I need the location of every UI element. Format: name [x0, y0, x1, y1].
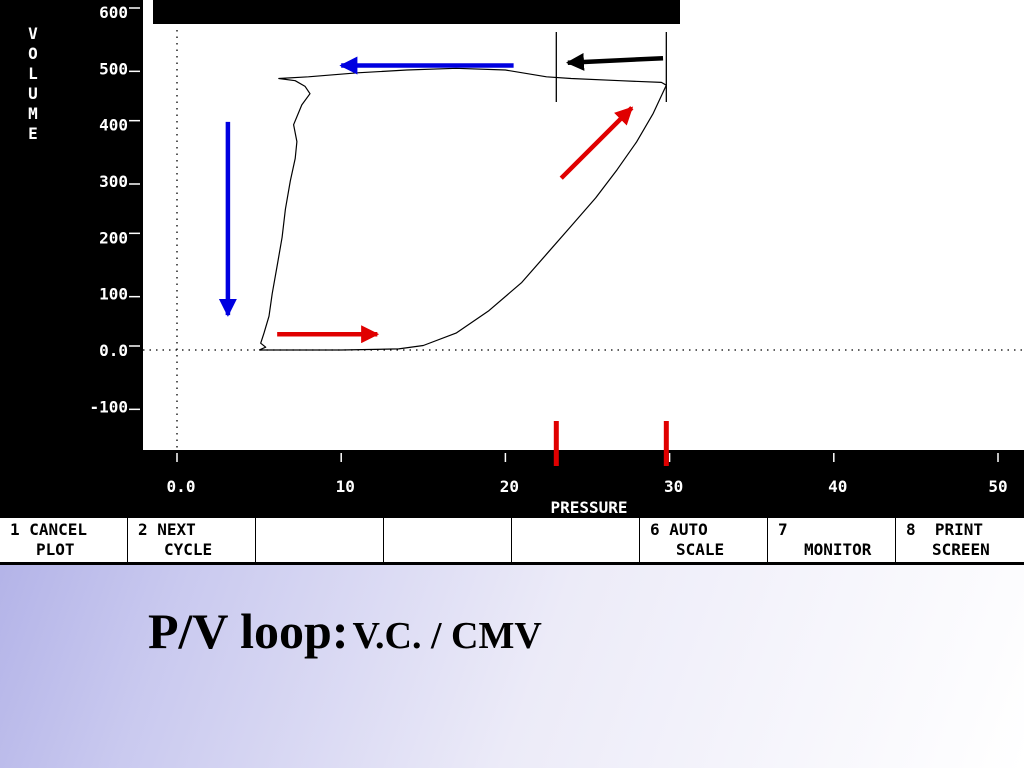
x-tick-label: 20	[500, 477, 519, 496]
y-tick-label: 400	[99, 116, 128, 135]
x-tick-label: 30	[664, 477, 683, 496]
next-cycle-button[interactable]: 2 NEXT CYCLE	[128, 518, 256, 562]
x-tick-label: 40	[828, 477, 847, 496]
y-tick-label: 0.0	[99, 341, 128, 360]
ventilator-screen: 600 500 400 300 200 100 0.0 -100 0.0 10 20 30 40 50 PR…	[0, 0, 1024, 565]
y-tick-label: 100	[99, 285, 128, 304]
function-key-3[interactable]	[256, 518, 384, 562]
print-screen-button[interactable]: 8 PRINT SCREEN	[906, 520, 990, 559]
y-tick-label: 300	[99, 172, 128, 191]
annotation-arrow	[559, 106, 634, 180]
pv-loop-line	[258, 67, 667, 351]
header-bar	[153, 0, 680, 24]
pv-loop-chart: 600 500 400 300 200 100 0.0 -100 0.0 10 20 30 40 50 PR…	[89, 0, 1024, 517]
y-tick-label: -100	[89, 397, 128, 416]
caption-main: P/V loop:	[148, 603, 349, 659]
y-tick-label: 500	[99, 59, 128, 78]
x-tick-label: 50	[988, 477, 1007, 496]
monitor-button[interactable]: 7 MONITOR	[768, 518, 896, 562]
function-key-5[interactable]	[512, 518, 640, 562]
y-tick-label: 200	[99, 228, 128, 247]
x-tick-label: 0.0	[167, 477, 196, 496]
x-tick-label: 10	[336, 477, 355, 496]
annotation-arrow	[565, 52, 664, 71]
function-key-bar: 1 CANCEL PLOT 2 NEXT CYCLE 6 AUTO SCALE 7 MO…	[0, 518, 1024, 562]
function-key-4[interactable]	[384, 518, 512, 562]
cancel-plot-button[interactable]: 1 CANCEL PLOT	[0, 518, 128, 562]
x-axis-label: PRESSURE	[550, 498, 627, 517]
auto-scale-button[interactable]: 6 AUTO SCALE	[640, 518, 768, 562]
slide-caption: P/V loop: V.C. / CMV	[148, 602, 542, 660]
y-tick-label: 600	[99, 3, 128, 22]
y-axis-label: VOLUME	[28, 24, 38, 143]
caption-sub: V.C. / CMV	[352, 615, 542, 657]
plot-area	[143, 0, 1024, 450]
